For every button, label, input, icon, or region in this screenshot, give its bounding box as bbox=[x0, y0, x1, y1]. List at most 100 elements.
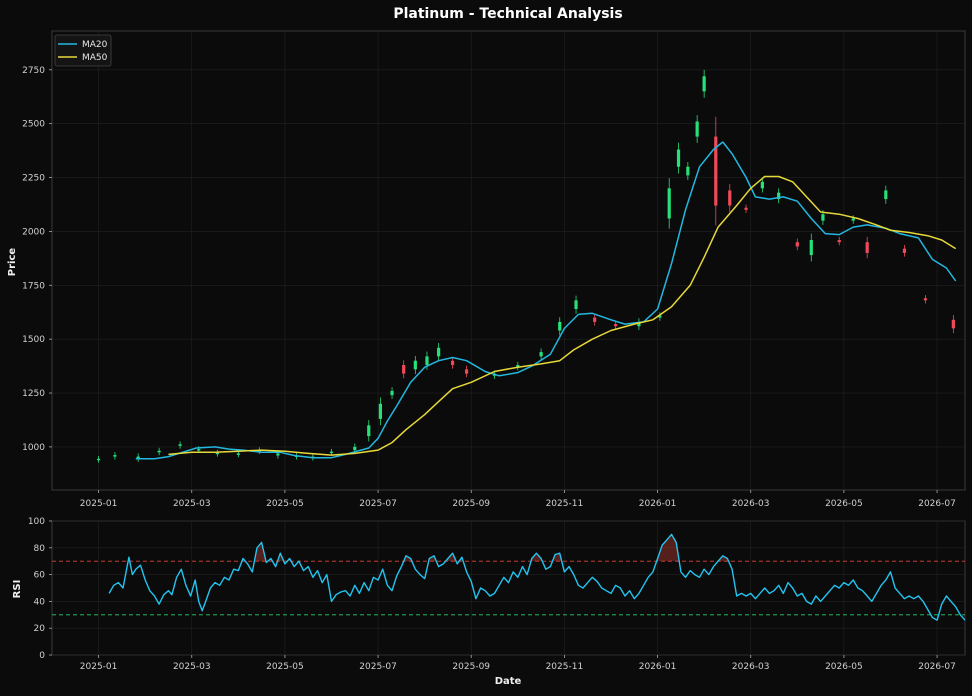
rsi-x-tick-label: 2026-01 bbox=[639, 662, 677, 672]
chart-title: Platinum - Technical Analysis bbox=[393, 6, 622, 22]
moving-average-lines bbox=[135, 141, 957, 460]
price-x-tick-label: 2025-01 bbox=[80, 499, 118, 509]
candle-up bbox=[695, 121, 699, 137]
candle-down bbox=[402, 365, 406, 374]
price-x-ticks: 2025-01 2025-03 2025-05 2025-07 2025-09 2025-… bbox=[80, 490, 956, 509]
rsi-y-ticks: 0 20 40 60 80 100 bbox=[28, 517, 52, 661]
candle-up bbox=[197, 449, 201, 451]
rsi-overbought-fill bbox=[109, 534, 965, 562]
price-y-tick-label: 1000 bbox=[22, 443, 45, 453]
candle-up bbox=[329, 451, 334, 454]
candle-up bbox=[558, 321, 562, 331]
candle-down bbox=[902, 248, 907, 253]
price-x-tick-label: 2026-03 bbox=[732, 499, 770, 509]
candle-up bbox=[215, 452, 219, 455]
candle-down bbox=[714, 136, 718, 206]
date-axis-label: Date bbox=[495, 676, 522, 687]
rsi-x-tick-label: 2025-03 bbox=[173, 662, 211, 672]
rsi-series-line bbox=[108, 533, 966, 621]
candle-up bbox=[437, 347, 441, 357]
rsi-y-tick-label: 60 bbox=[34, 571, 46, 581]
candle-up bbox=[367, 425, 371, 437]
candle-down bbox=[593, 317, 597, 322]
candlestick-series bbox=[96, 69, 955, 463]
candle-up bbox=[658, 315, 662, 318]
rsi-x-tick-label: 2025-01 bbox=[80, 662, 118, 672]
candle-down bbox=[464, 369, 469, 374]
candle-up bbox=[777, 192, 781, 200]
candle-up bbox=[851, 218, 855, 221]
ma50-line bbox=[168, 175, 957, 456]
price-y-ticks: 1000 1250 1500 1750 2000 2250 2500 2750 bbox=[22, 66, 52, 453]
candle-up bbox=[390, 390, 394, 396]
price-y-tick-label: 1250 bbox=[22, 389, 45, 399]
rsi-y-tick-label: 0 bbox=[39, 651, 45, 661]
price-y-tick-label: 2500 bbox=[22, 120, 45, 130]
rsi-y-tick-label: 100 bbox=[28, 517, 45, 527]
rsi-y-tick-label: 40 bbox=[34, 597, 46, 607]
price-x-tick-label: 2026-01 bbox=[639, 499, 677, 509]
rsi-y-tick-label: 20 bbox=[34, 624, 46, 634]
candle-down bbox=[795, 242, 799, 247]
legend: MA20 MA50 bbox=[54, 34, 112, 67]
price-y-tick-label: 2000 bbox=[22, 227, 45, 237]
rsi-x-tick-label: 2026-05 bbox=[825, 662, 863, 672]
candle-up bbox=[539, 352, 543, 357]
legend-ma20-label: MA20 bbox=[82, 40, 108, 50]
candle-up bbox=[236, 453, 240, 455]
price-x-tick-label: 2026-05 bbox=[825, 499, 863, 509]
candle-up bbox=[809, 240, 813, 256]
candle-up bbox=[760, 181, 764, 189]
rsi-grid bbox=[52, 520, 965, 656]
candle-up bbox=[686, 166, 690, 176]
price-y-tick-label: 1500 bbox=[22, 335, 45, 345]
candle-up bbox=[425, 356, 429, 366]
rsi-x-tick-label: 2025-11 bbox=[546, 662, 584, 672]
candle-up bbox=[702, 76, 706, 92]
price-y-tick-label: 2750 bbox=[22, 66, 45, 76]
candle-down bbox=[865, 242, 869, 253]
candle-down bbox=[744, 207, 748, 210]
price-plot-frame bbox=[51, 30, 966, 491]
candle-up bbox=[353, 446, 357, 451]
price-x-tick-label: 2025-03 bbox=[173, 499, 211, 509]
ma20-line bbox=[135, 141, 957, 460]
price-x-tick-label: 2025-11 bbox=[546, 499, 584, 509]
rsi-y-tick-label: 80 bbox=[34, 544, 46, 554]
rsi-axis-label: RSI bbox=[12, 580, 23, 599]
candle-up bbox=[136, 456, 140, 459]
legend-box bbox=[54, 34, 112, 67]
candle-down bbox=[451, 360, 455, 366]
rsi-x-tick-label: 2026-07 bbox=[918, 662, 956, 672]
candle-up bbox=[676, 149, 681, 167]
candle-up bbox=[276, 453, 280, 456]
candle-down bbox=[837, 240, 841, 243]
candle-down bbox=[614, 324, 618, 327]
price-y-tick-label: 1750 bbox=[22, 281, 45, 291]
price-y-tick-label: 2250 bbox=[22, 174, 45, 184]
price-x-tick-label: 2025-09 bbox=[452, 499, 490, 509]
rsi-x-tick-label: 2025-05 bbox=[266, 662, 304, 672]
candle-up bbox=[516, 365, 520, 368]
candle-down bbox=[923, 298, 928, 301]
candle-down bbox=[951, 319, 955, 329]
candle-up bbox=[96, 458, 101, 461]
rsi-x-tick-label: 2026-03 bbox=[732, 662, 770, 672]
rsi-x-tick-label: 2025-09 bbox=[452, 662, 490, 672]
rsi-line bbox=[108, 533, 966, 621]
candle-up bbox=[821, 214, 825, 221]
rsi-reference-lines bbox=[52, 560, 965, 616]
candle-up bbox=[637, 321, 641, 327]
candle-up bbox=[178, 444, 182, 446]
candle-up bbox=[574, 300, 578, 309]
legend-ma50-label: MA50 bbox=[82, 53, 108, 63]
rsi-x-tick-label: 2025-07 bbox=[359, 662, 397, 672]
candle-up bbox=[157, 450, 161, 453]
rsi-x-ticks: 2025-01 2025-03 2025-05 2025-07 2025-09 2025-… bbox=[80, 655, 956, 672]
price-x-tick-label: 2026-07 bbox=[918, 499, 956, 509]
price-grid bbox=[52, 31, 965, 490]
price-x-tick-label: 2025-05 bbox=[266, 499, 304, 509]
